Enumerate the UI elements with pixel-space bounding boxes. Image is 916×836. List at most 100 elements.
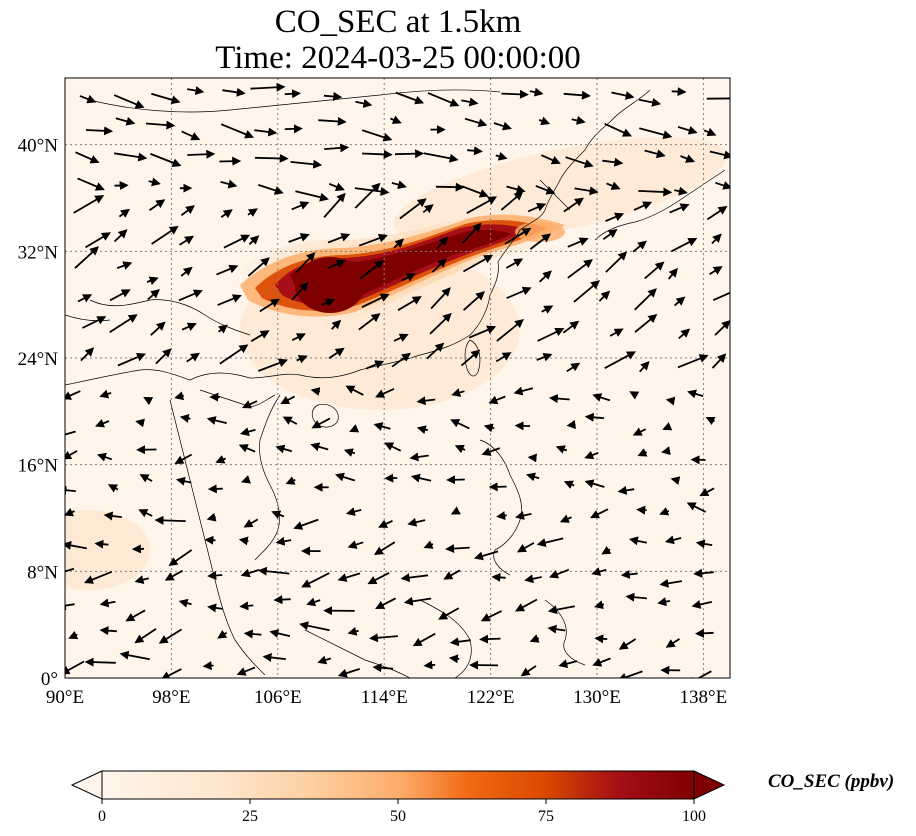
wind-arrow — [574, 186, 599, 196]
wind-arrow — [714, 319, 730, 336]
wind-arrow — [118, 208, 130, 218]
wind-arrow — [634, 288, 657, 311]
wind-arrow — [119, 650, 150, 661]
wind-arrow — [712, 291, 730, 302]
wind-arrow — [293, 518, 319, 530]
wind-arrow — [179, 235, 195, 246]
wind-arrow — [393, 333, 409, 342]
wind-arrow — [155, 348, 172, 365]
wind-arrow — [310, 387, 321, 396]
wind-arrow — [609, 328, 624, 337]
wind-arrow — [594, 634, 608, 644]
wind-arrow — [664, 535, 682, 545]
wind-arrow — [164, 569, 184, 581]
wind-arrow — [468, 325, 497, 339]
wind-arrow — [393, 238, 405, 249]
wind-arrow — [174, 391, 185, 401]
wind-arrow — [240, 568, 260, 578]
wind-arrow — [219, 156, 242, 166]
wind-arrow — [691, 600, 713, 609]
wind-arrow — [529, 87, 544, 97]
wind-arrow — [479, 634, 501, 644]
wind-arrow — [145, 120, 176, 130]
wind-arrow — [375, 388, 395, 398]
wind-arrow — [423, 152, 459, 163]
wind-arrow — [695, 539, 713, 549]
wind-arrow — [515, 598, 538, 612]
wind-arrow — [84, 657, 116, 667]
wind-arrow — [257, 358, 288, 372]
wind-arrow — [247, 257, 270, 277]
wind-arrow — [400, 573, 429, 583]
wind-arrow — [461, 185, 489, 198]
co-sec-field — [65, 78, 730, 678]
wind-arrow — [73, 195, 105, 214]
wind-arrow — [79, 94, 97, 104]
wind-arrow — [347, 540, 364, 549]
wind-arrow — [634, 313, 658, 333]
wind-arrow — [154, 515, 186, 525]
wind-arrow — [394, 149, 425, 159]
wind-arrow — [604, 122, 632, 137]
wind-arrow — [481, 447, 501, 456]
wind-arrow — [181, 130, 201, 141]
wind-arrow — [220, 179, 238, 189]
wind-arrow — [85, 232, 111, 249]
wind-arrow — [549, 568, 570, 579]
wind-arrow — [359, 260, 385, 280]
wind-arrow — [273, 595, 291, 605]
wind-arrow — [373, 541, 396, 556]
wind-arrow — [566, 362, 581, 373]
wind-arrow — [148, 177, 161, 187]
wind-arrow — [537, 327, 565, 342]
wind-arrow — [665, 638, 680, 648]
wind-arrow — [403, 596, 432, 606]
wind-arrow — [665, 396, 676, 406]
wind-arrow — [563, 197, 584, 213]
wind-arrow — [620, 569, 638, 579]
wind-arrow — [715, 181, 730, 190]
wind-arrow — [686, 502, 707, 513]
wind-arrow — [495, 352, 512, 363]
wind-arrow — [109, 289, 131, 302]
wind-arrow — [310, 442, 329, 452]
wind-arrow — [241, 400, 258, 409]
colorbar-extend-min — [70, 770, 103, 800]
wind-arrow — [480, 610, 502, 622]
wind-arrow — [135, 418, 145, 428]
wind-arrow — [222, 87, 246, 97]
wind-arrow — [65, 660, 85, 675]
wind-arrow — [639, 127, 673, 140]
wind-arrow — [450, 419, 470, 430]
wind-arrow — [291, 281, 309, 301]
wind-arrow — [693, 568, 714, 578]
wind-arrow — [115, 116, 136, 126]
wind-arrow — [461, 222, 482, 245]
wind-arrow — [107, 484, 119, 493]
wind-arrow — [473, 550, 499, 561]
wind-arrow — [563, 480, 575, 489]
wind-arrow — [239, 601, 254, 611]
wind-vectors — [65, 82, 730, 678]
wind-arrow — [347, 626, 359, 636]
wind-arrow — [150, 153, 182, 167]
wind-arrow — [659, 578, 683, 588]
wind-arrow — [416, 396, 436, 406]
wind-arrow — [207, 570, 223, 580]
wind-arrow — [247, 208, 258, 217]
colorbar-tick-label: 0 — [98, 808, 106, 825]
wind-arrow — [527, 203, 547, 213]
lon-tick-label: 90°E — [46, 687, 84, 708]
wind-arrow — [513, 386, 534, 396]
wind-arrow — [318, 116, 347, 126]
lon-tick-label: 130°E — [573, 687, 621, 708]
wind-arrow — [466, 196, 498, 214]
colorbar-tick-label: 100 — [682, 808, 706, 825]
wind-arrow — [680, 154, 696, 163]
lon-tick-label: 114°E — [361, 687, 408, 708]
wind-arrow — [500, 191, 524, 211]
wind-arrow — [94, 539, 109, 549]
plume-tail-east — [515, 222, 565, 242]
wind-arrow — [217, 294, 242, 306]
wind-arrow — [454, 444, 466, 454]
